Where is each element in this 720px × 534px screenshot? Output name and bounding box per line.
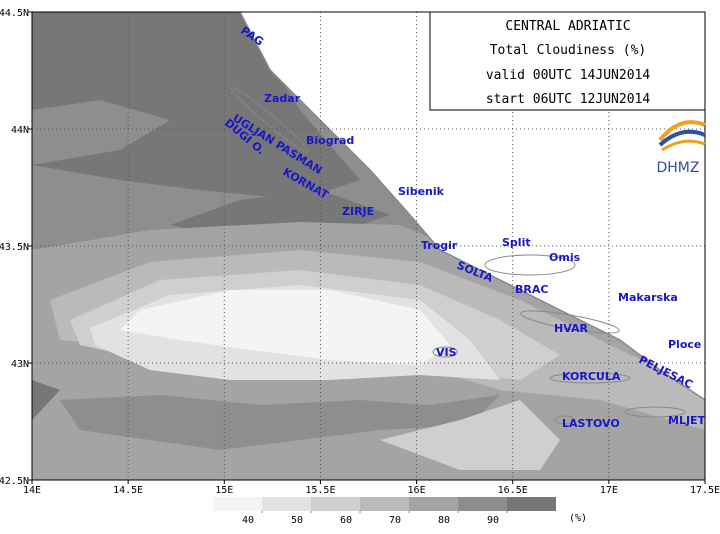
colorbar-swatch <box>507 497 556 511</box>
map-frame <box>31 11 706 481</box>
place-label: Makarska <box>618 291 678 304</box>
place-label: Trogir <box>421 239 458 252</box>
lat-tick-label: 43.5N <box>0 242 29 253</box>
place-label: MLJET <box>668 414 706 427</box>
title-box <box>429 11 706 111</box>
lon-tick-label: 14.5E <box>113 485 143 496</box>
title-line: valid 00UTC 14JUN2014 <box>486 68 651 83</box>
lat-tick-label: 44.5N <box>0 8 29 19</box>
place-label: HVAR <box>554 322 588 335</box>
place-label: Sibenik <box>398 185 445 198</box>
place-label: Omis <box>549 251 581 264</box>
title-line: CENTRAL ADRIATIC <box>505 19 630 34</box>
colorbar-unit: (%) <box>569 513 587 524</box>
islands <box>231 87 686 425</box>
coastline <box>239 11 706 401</box>
colorbar-swatch <box>213 497 262 511</box>
lon-tick-label: 15.5E <box>305 485 335 496</box>
colorbar-swatch <box>409 497 458 511</box>
lon-tick-label: 15E <box>215 485 233 496</box>
colorbar-label: 40 <box>242 515 254 526</box>
title-line: start 06UTC 12JUN2014 <box>486 92 651 107</box>
colorbar-label: 50 <box>291 515 303 526</box>
place-label: ZIRJE <box>342 205 374 218</box>
place-label: Ploce <box>668 338 701 351</box>
place-label: VIS <box>436 346 457 359</box>
lon-tick-label: 17E <box>600 485 618 496</box>
colorbar-swatch <box>458 497 507 511</box>
colorbar-swatch <box>360 497 409 511</box>
lat-tick-label: 42.5N <box>0 476 29 487</box>
title-line: Total Cloudiness (%) <box>490 43 647 58</box>
lon-tick-label: 16.5E <box>498 485 528 496</box>
colorbar-label: 70 <box>389 515 401 526</box>
lon-tick-label: 16E <box>408 485 426 496</box>
place-label: Split <box>502 236 531 249</box>
colorbar: 40 50 60 70 80 90 (%) <box>213 497 587 526</box>
colorbar-label: 90 <box>487 515 499 526</box>
place-label: LASTOVO <box>562 417 620 430</box>
logo-text: DHMZ <box>657 160 700 176</box>
place-label: KORCULA <box>562 370 621 383</box>
place-label: Zadar <box>264 92 301 105</box>
lon-tick-label: 14E <box>23 485 41 496</box>
lat-tick-label: 44N <box>11 125 29 136</box>
colorbar-label: 80 <box>438 515 450 526</box>
logo-mark <box>658 120 706 152</box>
colorbar-label: 60 <box>340 515 352 526</box>
lon-tick-label: 17.5E <box>690 485 720 496</box>
place-label: Biograd <box>306 134 354 147</box>
place-label: BRAC <box>515 283 548 296</box>
colorbar-swatch <box>311 497 360 511</box>
colorbar-swatch <box>262 497 311 511</box>
lat-tick-label: 43N <box>11 359 29 370</box>
